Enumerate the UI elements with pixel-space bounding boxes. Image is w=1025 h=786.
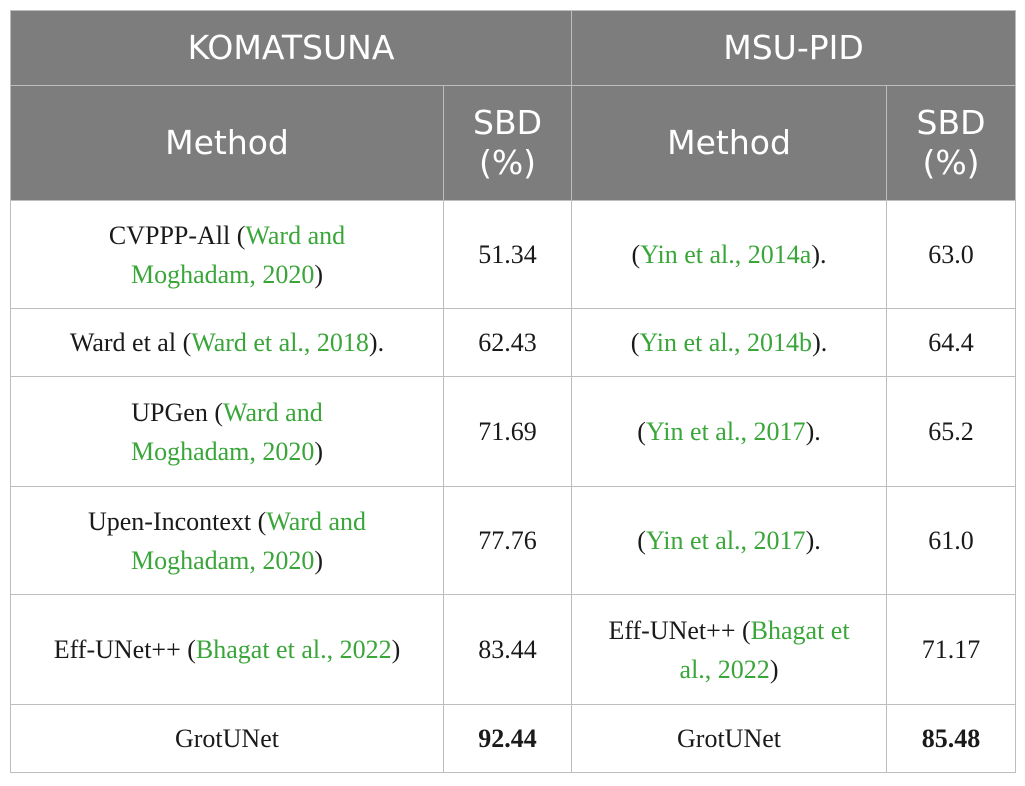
method-cell: Ward et al (Ward et al., 2018). (10, 308, 444, 377)
sbd-value-best: 85.48 (886, 704, 1017, 773)
citation-link[interactable]: Ward and Moghadam, 2020 (130, 506, 367, 575)
citation-link[interactable]: Yin et al., 2017 (645, 526, 806, 555)
header-method-komatsuna: Method (10, 85, 444, 201)
method-cell: (Yin et al., 2017). (571, 486, 888, 595)
sbd-value: 71.17 (886, 594, 1017, 705)
method-cell: (Yin et al., 2014b). (571, 308, 888, 377)
sbd-value: 51.34 (442, 200, 573, 309)
sbd-value: 65.2 (886, 376, 1017, 487)
method-text: UPGen ( (131, 397, 223, 427)
citation-link[interactable]: Yin et al., 2014b (639, 328, 813, 357)
method-cell: (Yin et al., 2017). (571, 376, 888, 487)
table-row: GrotUNet 92.44 GrotUNet 85.48 (10, 704, 1017, 773)
method-text: CVPPP-All ( (108, 220, 246, 250)
citation-link[interactable]: Ward and Moghadam, 2020 (130, 397, 323, 466)
method-text: GrotUNet (677, 724, 781, 753)
sbd-value: 71.69 (442, 376, 573, 487)
sbd-value-best: 92.44 (442, 704, 573, 773)
sbd-value: 64.4 (886, 308, 1017, 377)
method-cell: UPGen (Ward and Moghadam, 2020) (10, 376, 444, 487)
method-text-end: ). (811, 240, 827, 269)
method-text-end: ) (391, 635, 401, 664)
citation-link[interactable]: Yin et al., 2014a (640, 240, 812, 269)
method-text-end: ). (812, 328, 828, 357)
table-row: CVPPP-All (Ward and Moghadam, 2020) 51.3… (10, 200, 1017, 309)
method-cell: Eff-UNet++ (Bhagat et al., 2022) (10, 594, 444, 705)
method-text-end: ). (368, 328, 385, 357)
method-text: ( (630, 328, 640, 357)
group-header-row: KOMATSUNA MSU-PID (9, 10, 1017, 86)
method-cell: Upen-Incontext (Ward and Moghadam, 2020) (10, 486, 444, 595)
citation-link[interactable]: Ward and Moghadam, 2020 (130, 220, 346, 289)
method-text: ( (631, 240, 641, 269)
method-text-end: ) (314, 259, 324, 289)
method-text: GrotUNet (175, 724, 279, 753)
method-text-end: ) (314, 436, 324, 466)
sbd-value: 83.44 (442, 594, 573, 705)
column-header-row: Method SBD (%) Method SBD (%) (10, 85, 1017, 201)
header-sbd-komatsuna: SBD (%) (442, 85, 573, 201)
citation-link[interactable]: Yin et al., 2017 (645, 417, 806, 446)
method-cell: GrotUNet (10, 704, 444, 773)
sbd-value: 77.76 (442, 486, 573, 595)
header-sbd-msu: SBD (%) (886, 85, 1017, 201)
method-text-end: ) (769, 654, 779, 684)
sbd-value: 63.0 (886, 200, 1017, 309)
header-method-msu: Method (571, 85, 888, 201)
table-row: Ward et al (Ward et al., 2018). 62.43 (Y… (10, 308, 1017, 377)
method-cell: CVPPP-All (Ward and Moghadam, 2020) (10, 200, 444, 309)
citation-link[interactable]: Ward et al., 2018 (191, 328, 369, 357)
method-text-end: ). (805, 417, 821, 446)
group-komatsuna: KOMATSUNA (9, 10, 573, 86)
method-text-end: ) (314, 545, 324, 575)
method-text: Ward et al ( (69, 328, 192, 357)
table-row: Eff-UNet++ (Bhagat et al., 2022) 83.44 E… (10, 594, 1017, 705)
method-text: ( (637, 526, 646, 555)
table-row: Upen-Incontext (Ward and Moghadam, 2020)… (10, 486, 1017, 595)
method-text-end: ). (805, 526, 821, 555)
sbd-value: 61.0 (886, 486, 1017, 595)
group-msu-pid: MSU-PID (571, 10, 1017, 86)
method-text: Eff-UNet++ ( (53, 635, 196, 664)
sbd-value: 62.43 (442, 308, 573, 377)
results-table: KOMATSUNA MSU-PID Method SBD (%) Method … (9, 10, 1017, 773)
method-text: ( (637, 417, 646, 446)
method-cell: (Yin et al., 2014a). (571, 200, 888, 309)
method-text: Eff-UNet++ ( (608, 615, 751, 645)
method-cell: Eff-UNet++ (Bhagat et al., 2022) (571, 594, 888, 705)
citation-link[interactable]: Bhagat et al., 2022 (679, 615, 850, 684)
citation-link[interactable]: Bhagat et al., 2022 (195, 635, 392, 664)
method-text: Upen-Incontext ( (87, 506, 267, 536)
table-row: UPGen (Ward and Moghadam, 2020) 71.69 (Y… (10, 376, 1017, 487)
method-cell: GrotUNet (571, 704, 888, 773)
